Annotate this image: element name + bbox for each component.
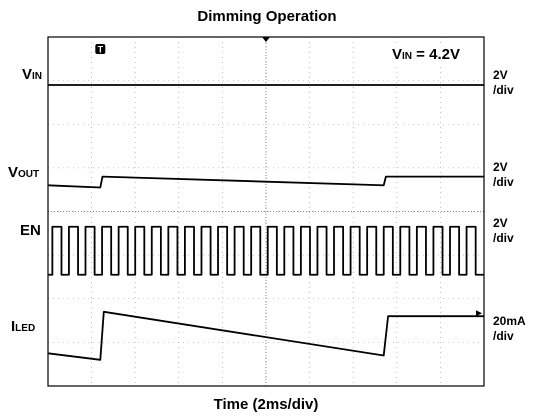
scale-label-vout: 2V/div (493, 160, 514, 189)
trigger-marker-label: T (98, 45, 104, 55)
trace-en (48, 225, 484, 276)
trace-vout (47, 175, 484, 189)
trace-iled (47, 310, 484, 361)
channel-label-vout: VOUT (8, 164, 40, 181)
trigger-marker (95, 44, 106, 54)
channel-label-vin: VIN (22, 66, 43, 83)
trigger-position-marker (262, 37, 270, 42)
scale-label-en: 2V/div (493, 216, 514, 245)
vin-annotation: VIN = 4.2V (390, 46, 462, 63)
channel-ref-marker-iled (476, 310, 482, 317)
channel-label-en: EN (20, 222, 41, 239)
chart-title: Dimming Operation (197, 8, 337, 25)
scale-label-iled: 20mA/div (493, 314, 526, 343)
scale-label-vin: 2V/div (493, 68, 514, 97)
x-axis-label: Time (2ms/div) (213, 396, 319, 413)
channel-label-iled: ILED (11, 318, 36, 335)
